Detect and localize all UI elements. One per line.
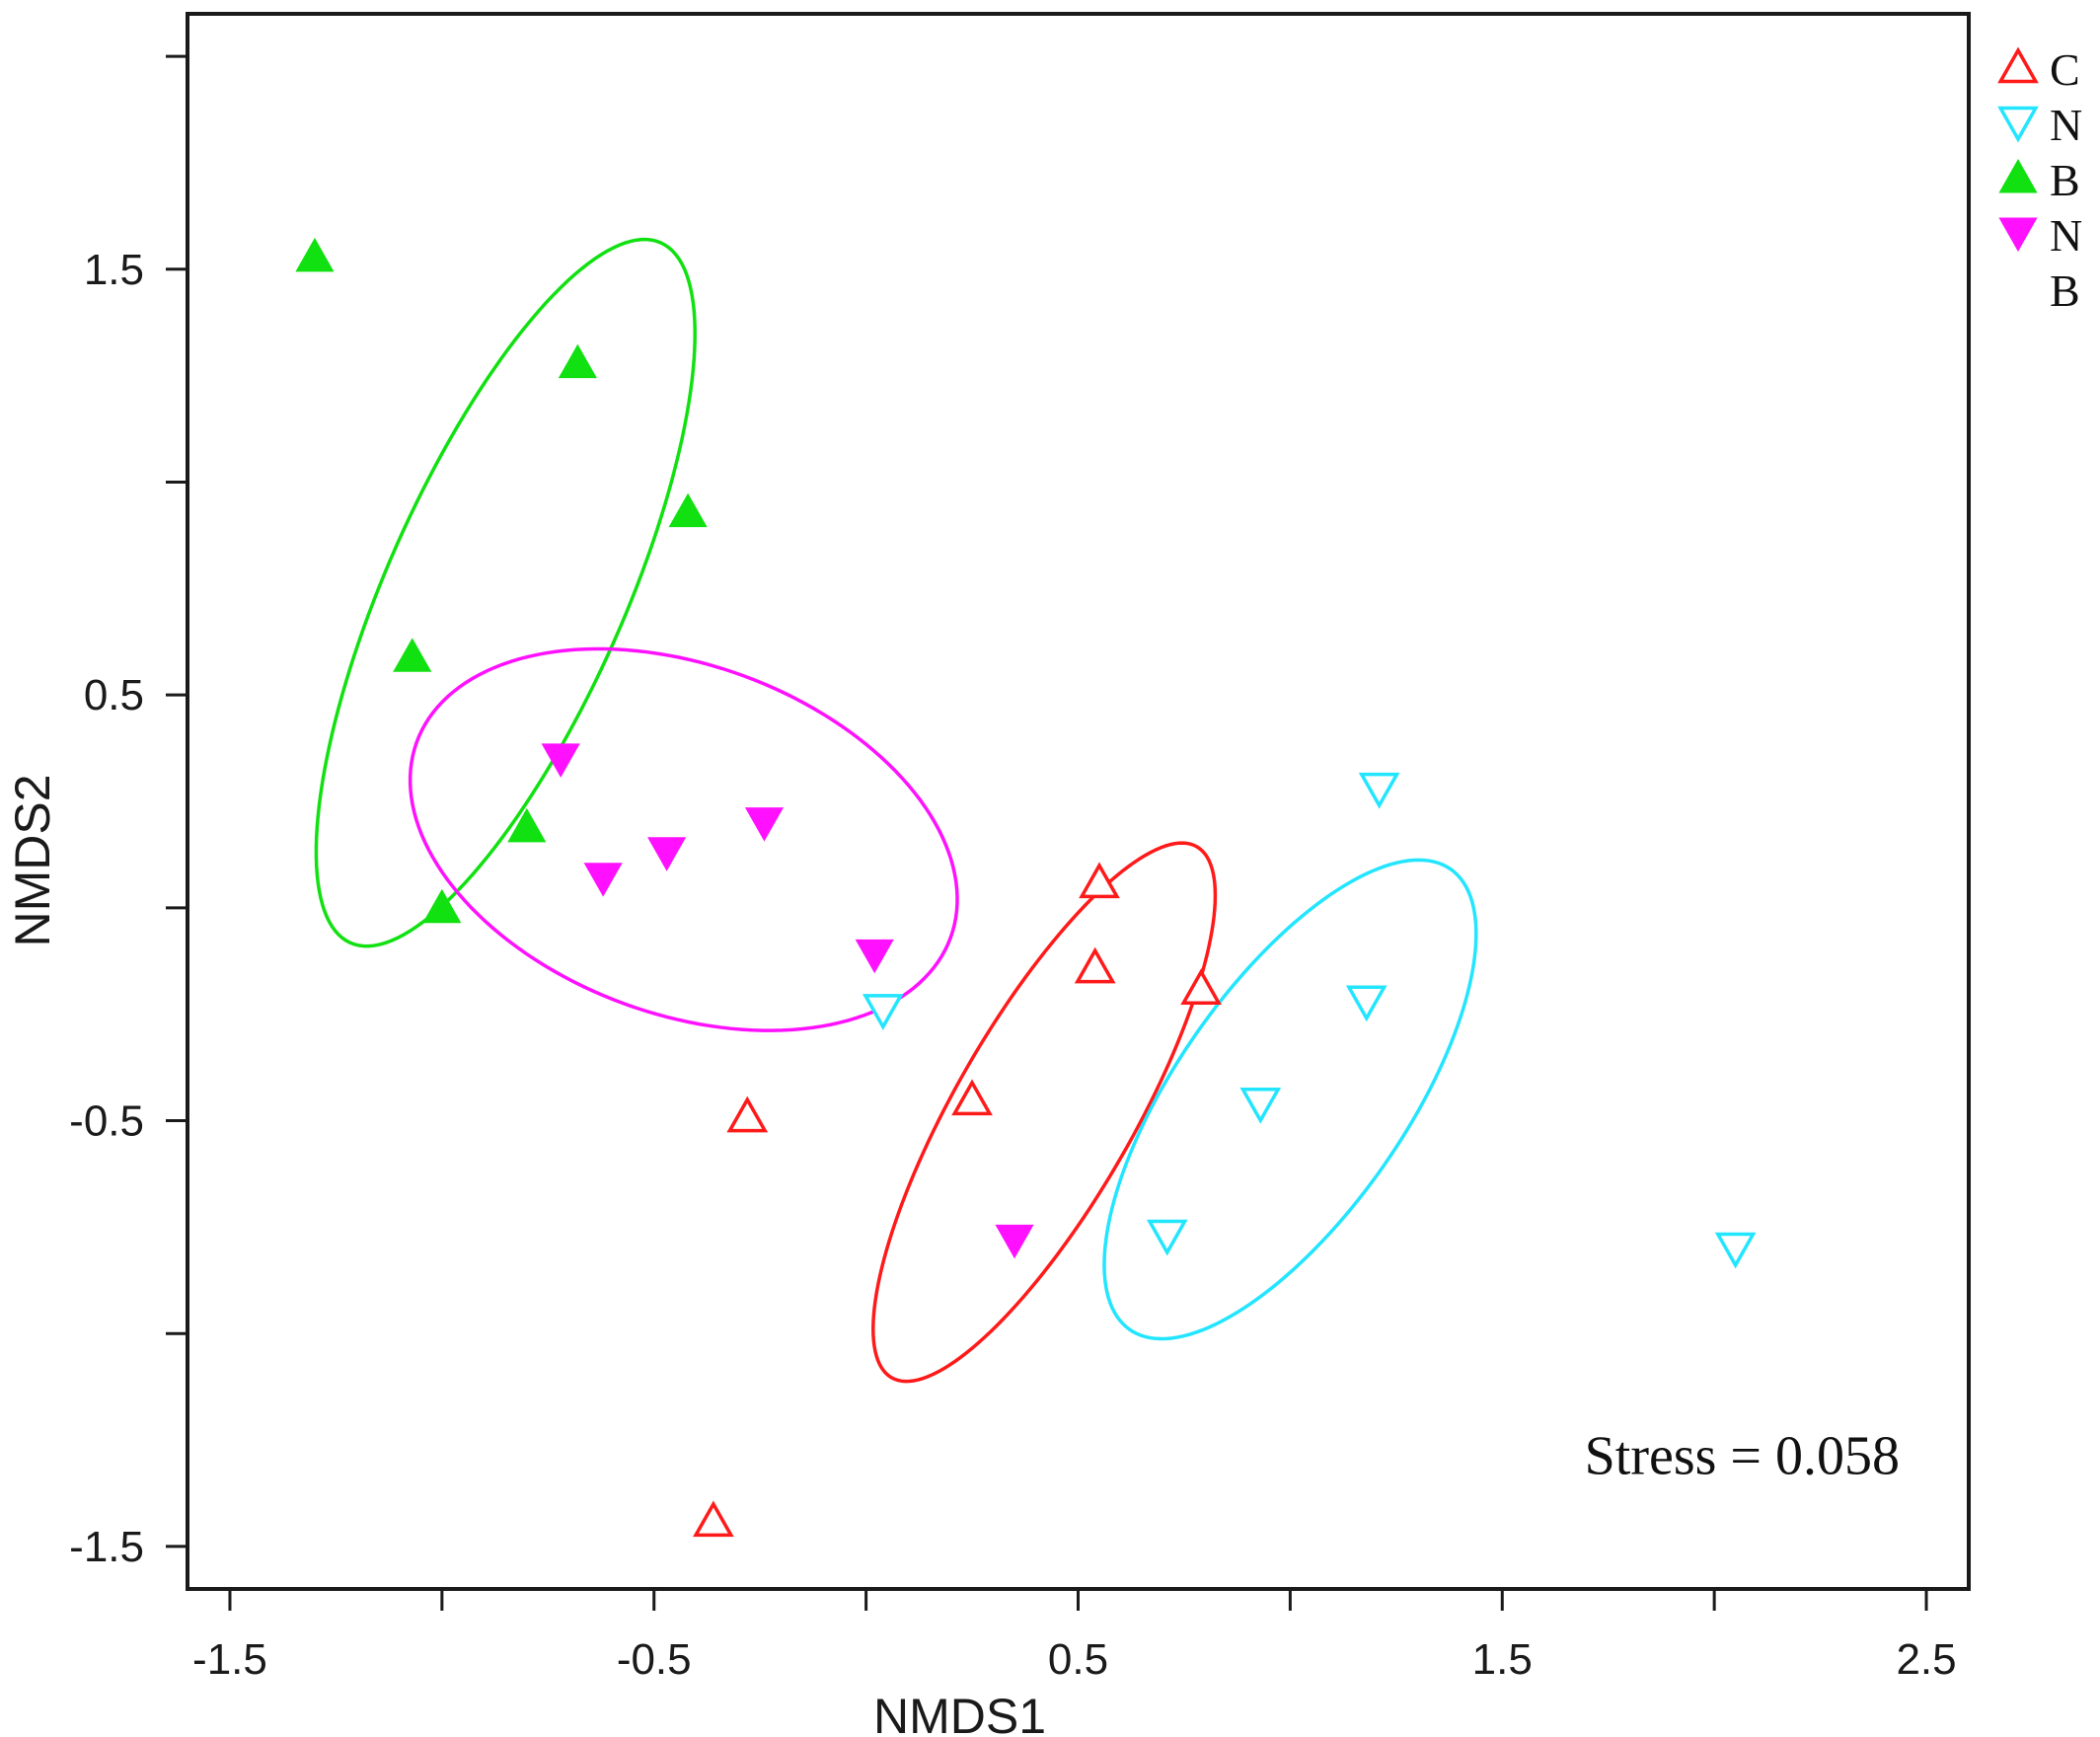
y-tick-label: -0.5 bbox=[69, 1097, 144, 1146]
legend-label: N bbox=[2050, 210, 2082, 261]
x-tick-label: -1.5 bbox=[192, 1635, 267, 1684]
data-point bbox=[862, 994, 904, 1030]
legend-marker bbox=[1998, 158, 2038, 193]
data-point bbox=[693, 1500, 734, 1538]
data-point bbox=[1714, 1232, 1757, 1269]
data-point bbox=[1146, 1219, 1188, 1256]
data-point bbox=[951, 1079, 993, 1116]
stress-annotation: Stress = 0.058 bbox=[1585, 1426, 1900, 1487]
x-tick-label: 1.5 bbox=[1472, 1635, 1533, 1684]
data-point bbox=[1180, 968, 1222, 1005]
data-point bbox=[1358, 772, 1400, 809]
group-ellipse bbox=[1102, 858, 1478, 1341]
data-point bbox=[1345, 985, 1388, 1022]
data-point bbox=[558, 343, 597, 379]
x-tick-label: -0.5 bbox=[617, 1635, 692, 1684]
group-ellipse bbox=[408, 646, 959, 1032]
legend-marker bbox=[1997, 106, 2039, 143]
legend-label: N bbox=[2050, 100, 2082, 150]
data-point bbox=[995, 1224, 1034, 1259]
plot-area-frame bbox=[186, 12, 1971, 1591]
x-axis-title: NMDS1 bbox=[873, 1689, 1046, 1737]
y-tick-label: 1.5 bbox=[84, 246, 144, 294]
y-axis-title: NMDS2 bbox=[5, 774, 60, 946]
y-axis: -1.5 -0.5 0.5 1.5 bbox=[69, 54, 188, 1571]
x-tick-label: 2.5 bbox=[1896, 1635, 1956, 1684]
y-tick-label: -1.5 bbox=[69, 1523, 144, 1571]
group-ellipse bbox=[871, 841, 1218, 1384]
data-point bbox=[647, 837, 687, 871]
data-point bbox=[726, 1095, 769, 1133]
data-point bbox=[295, 237, 335, 272]
data-point bbox=[583, 863, 623, 897]
legend-marker bbox=[1998, 217, 2038, 253]
data-point bbox=[855, 939, 894, 974]
group-ellipse bbox=[314, 237, 697, 948]
data-point bbox=[1079, 862, 1120, 899]
data-point bbox=[422, 888, 462, 924]
data-point bbox=[1074, 946, 1116, 984]
data-point bbox=[744, 807, 785, 842]
x-tick-label: 0.5 bbox=[1048, 1635, 1108, 1684]
data-points bbox=[295, 237, 1757, 1538]
x-axis: -1.5 -0.5 0.5 1.5 2.5 bbox=[192, 1589, 1957, 1684]
legend-label: B bbox=[2050, 155, 2080, 205]
legend-marker bbox=[1997, 46, 2039, 84]
data-point bbox=[1239, 1088, 1282, 1124]
data-point bbox=[541, 743, 580, 778]
data-point bbox=[393, 638, 432, 672]
data-point bbox=[507, 807, 547, 843]
legend-label: C bbox=[2050, 44, 2080, 95]
legend-label: B bbox=[2050, 265, 2080, 316]
y-tick-label: 0.5 bbox=[84, 671, 144, 719]
confidence-ellipses bbox=[314, 237, 1478, 1384]
data-point bbox=[668, 492, 708, 528]
